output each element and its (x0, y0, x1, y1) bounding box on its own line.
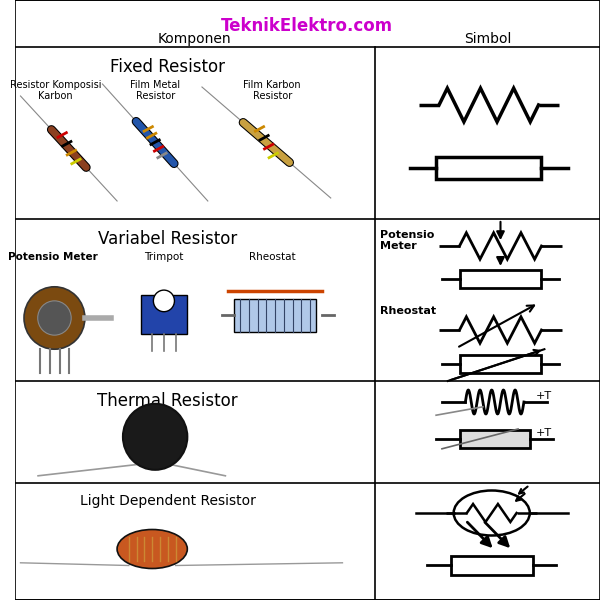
Polygon shape (451, 556, 533, 575)
Text: Potensio Meter: Potensio Meter (8, 252, 98, 262)
Text: Komponen: Komponen (158, 32, 232, 46)
Text: Resistor Komposisi
Karbon: Resistor Komposisi Karbon (10, 80, 101, 101)
Text: Fixed Resistor: Fixed Resistor (110, 58, 225, 76)
Text: Light Dependent Resistor: Light Dependent Resistor (80, 494, 256, 508)
Circle shape (24, 287, 85, 349)
Text: Rheostat: Rheostat (249, 252, 296, 262)
Text: Rheostat: Rheostat (380, 306, 437, 316)
Polygon shape (140, 295, 187, 334)
Text: Thermal Resistor: Thermal Resistor (97, 392, 238, 410)
Polygon shape (460, 430, 530, 448)
Circle shape (123, 404, 187, 470)
Text: Variabel Resistor: Variabel Resistor (98, 230, 237, 248)
Polygon shape (460, 355, 541, 373)
Text: Potensio
Meter: Potensio Meter (380, 230, 435, 251)
Text: +T: +T (536, 391, 552, 401)
Text: Simbol: Simbol (464, 32, 511, 46)
Text: Trimpot: Trimpot (144, 252, 184, 262)
Text: +T: +T (536, 428, 552, 438)
Circle shape (38, 301, 71, 335)
Text: TeknikElektro.com: TeknikElektro.com (221, 17, 394, 35)
Text: Film Metal
Resistor: Film Metal Resistor (130, 80, 180, 101)
Ellipse shape (117, 529, 187, 569)
Polygon shape (436, 157, 541, 179)
Text: Film Karbon
Resistor: Film Karbon Resistor (244, 80, 301, 101)
Polygon shape (460, 270, 541, 288)
Circle shape (154, 290, 175, 312)
Polygon shape (234, 299, 316, 331)
